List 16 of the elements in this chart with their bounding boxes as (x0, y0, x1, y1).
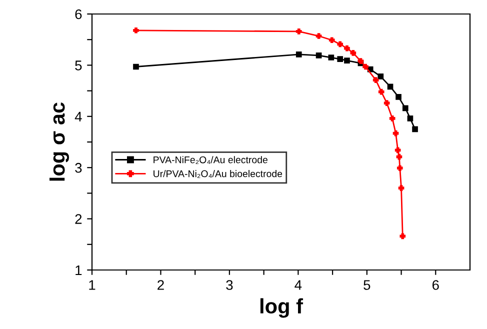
x-tick-label: 3 (226, 280, 233, 290)
legend-label: Ur/PVA-Ni₂O₄/Au bioelectrode (154, 170, 282, 178)
y-tick-label: 6 (75, 9, 82, 20)
x-tick-label: 2 (158, 280, 164, 290)
x-tick-label: 5 (364, 280, 370, 290)
y-tick-label: 5 (75, 60, 82, 70)
legend-label: PVA-NiFe₂O₄/Au electrode (154, 156, 268, 164)
y-tick-label: 1 (76, 265, 82, 276)
x-axis-title: log f (260, 298, 304, 318)
y-axis-title: log σ ac (49, 102, 69, 181)
y-tick-label: 2 (75, 214, 82, 224)
x-tick-label: 1 (89, 280, 96, 290)
x-tick-label: 6 (432, 280, 439, 290)
y-tick-label: 4 (74, 112, 82, 122)
x-tick-label: 4 (294, 280, 302, 290)
y-tick-label: 3 (75, 162, 82, 173)
